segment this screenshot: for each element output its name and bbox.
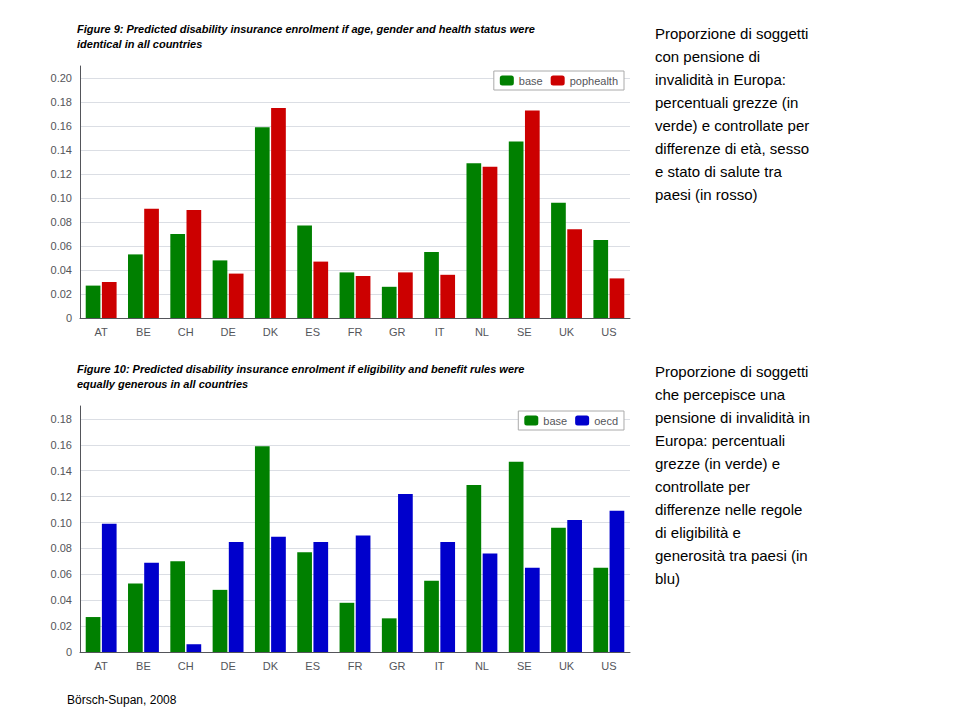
svg-text:identical in all countries: identical in all countries: [77, 38, 202, 50]
svg-text:UK: UK: [559, 326, 575, 338]
svg-text:BE: BE: [136, 326, 151, 338]
svg-text:0.04: 0.04: [51, 264, 72, 276]
svg-text:base: base: [543, 415, 567, 427]
svg-text:0.02: 0.02: [51, 288, 72, 300]
svg-text:GR: GR: [389, 660, 406, 672]
svg-text:che percepisce una: che percepisce una: [655, 386, 786, 403]
svg-text:CH: CH: [178, 660, 194, 672]
svg-text:0.20: 0.20: [51, 72, 72, 84]
svg-text:0: 0: [66, 312, 72, 324]
svg-text:Börsch-Supan, 2008: Börsch-Supan, 2008: [67, 693, 177, 707]
svg-text:0.16: 0.16: [51, 439, 72, 451]
svg-text:Figure 10: Predicted disabilit: Figure 10: Predicted disability insuranc…: [77, 363, 524, 375]
svg-text:0.14: 0.14: [51, 144, 72, 156]
svg-text:0.14: 0.14: [51, 465, 72, 477]
svg-text:0.10: 0.10: [51, 517, 72, 529]
svg-text:paesi (in rosso): paesi (in rosso): [655, 186, 758, 203]
svg-text:US: US: [601, 660, 616, 672]
svg-text:ES: ES: [305, 326, 320, 338]
svg-text:FR: FR: [348, 326, 363, 338]
svg-text:pophealth: pophealth: [570, 75, 618, 87]
svg-text:invalidità in Europa:: invalidità in Europa:: [655, 71, 786, 88]
svg-text:0.18: 0.18: [51, 96, 72, 108]
svg-text:0.16: 0.16: [51, 120, 72, 132]
svg-text:percentuali grezze (in: percentuali grezze (in: [655, 94, 798, 111]
svg-text:0.10: 0.10: [51, 192, 72, 204]
svg-text:controllate per: controllate per: [655, 478, 750, 495]
svg-text:AT: AT: [95, 660, 109, 672]
svg-text:base: base: [519, 75, 543, 87]
svg-text:BE: BE: [136, 660, 151, 672]
svg-text:CH: CH: [178, 326, 194, 338]
svg-text:DK: DK: [263, 660, 279, 672]
svg-text:grezze (in verde) e: grezze (in verde) e: [655, 455, 780, 472]
svg-text:DE: DE: [220, 660, 235, 672]
svg-text:0.06: 0.06: [51, 240, 72, 252]
svg-text:0.08: 0.08: [51, 216, 72, 228]
svg-text:IT: IT: [435, 660, 445, 672]
svg-text:di eligibilità e: di eligibilità e: [655, 524, 741, 541]
svg-text:AT: AT: [95, 326, 109, 338]
svg-text:US: US: [601, 326, 616, 338]
svg-text:SE: SE: [517, 326, 532, 338]
svg-text:Proporzione di soggetti: Proporzione di soggetti: [655, 25, 808, 42]
svg-text:DE: DE: [220, 326, 235, 338]
svg-text:generosità tra paesi (in: generosità tra paesi (in: [655, 547, 808, 564]
svg-text:NL: NL: [475, 326, 489, 338]
svg-text:GR: GR: [389, 326, 406, 338]
svg-text:0.06: 0.06: [51, 568, 72, 580]
svg-text:ES: ES: [305, 660, 320, 672]
svg-text:0: 0: [66, 646, 72, 658]
svg-text:UK: UK: [559, 660, 575, 672]
svg-text:0.08: 0.08: [51, 542, 72, 554]
svg-text:verde) e controllate per: verde) e controllate per: [655, 117, 809, 134]
svg-text:Proporzione di soggetti: Proporzione di soggetti: [655, 363, 808, 380]
svg-text:NL: NL: [475, 660, 489, 672]
svg-text:differenze di età, sesso: differenze di età, sesso: [655, 140, 809, 157]
svg-text:0.12: 0.12: [51, 168, 72, 180]
svg-text:0.04: 0.04: [51, 594, 72, 606]
svg-text:oecd: oecd: [594, 415, 618, 427]
svg-text:IT: IT: [435, 326, 445, 338]
svg-text:0.18: 0.18: [51, 413, 72, 425]
svg-text:blu): blu): [655, 570, 680, 587]
svg-text:con pensione di: con pensione di: [655, 48, 760, 65]
svg-text:0.02: 0.02: [51, 620, 72, 632]
svg-text:FR: FR: [348, 660, 363, 672]
svg-text:DK: DK: [263, 326, 279, 338]
svg-text:SE: SE: [517, 660, 532, 672]
svg-text:differenze nelle regole: differenze nelle regole: [655, 501, 802, 518]
svg-text:e stato di salute tra: e stato di salute tra: [655, 163, 782, 180]
svg-text:Figure 9: Predicted disability: Figure 9: Predicted disability insurance…: [77, 23, 535, 35]
svg-text:pensione di invalidità in: pensione di invalidità in: [655, 409, 810, 426]
svg-text:0.12: 0.12: [51, 491, 72, 503]
svg-text:equally generous in all countr: equally generous in all countries: [77, 378, 248, 390]
svg-text:Europa: percentuali: Europa: percentuali: [655, 432, 785, 449]
